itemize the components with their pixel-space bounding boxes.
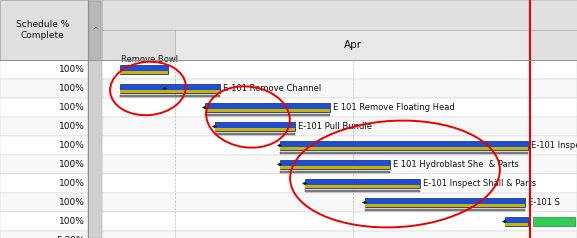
Text: E-101 Pull Bundle: E-101 Pull Bundle bbox=[298, 122, 372, 131]
Text: E-101 Remove Channel: E-101 Remove Channel bbox=[223, 84, 321, 93]
Bar bbox=[215, 122, 295, 131]
Bar bbox=[0, 212, 88, 231]
Bar bbox=[0, 79, 88, 98]
Bar bbox=[0, 231, 88, 238]
Bar bbox=[365, 208, 525, 211]
Text: 100%: 100% bbox=[59, 122, 85, 131]
Bar bbox=[0, 60, 88, 79]
Bar bbox=[305, 179, 420, 188]
Bar bbox=[102, 60, 577, 79]
Bar bbox=[0, 117, 88, 136]
Bar bbox=[102, 193, 577, 212]
Bar bbox=[215, 128, 295, 131]
Bar bbox=[280, 166, 390, 169]
Bar bbox=[102, 117, 577, 136]
Bar bbox=[505, 223, 528, 226]
Text: E-101 Inspec: E-101 Inspec bbox=[531, 141, 577, 150]
Bar bbox=[175, 30, 530, 60]
Text: 100%: 100% bbox=[59, 103, 85, 112]
Bar bbox=[280, 152, 528, 154]
Text: 100%: 100% bbox=[59, 65, 85, 74]
Bar bbox=[89, 1, 101, 59]
Bar bbox=[280, 147, 528, 150]
Bar bbox=[120, 71, 168, 74]
Bar bbox=[120, 84, 220, 93]
Text: 100%: 100% bbox=[59, 141, 85, 150]
Text: 100%: 100% bbox=[59, 198, 85, 207]
Bar bbox=[205, 103, 330, 112]
Bar bbox=[102, 174, 577, 193]
Bar bbox=[280, 160, 390, 169]
Bar bbox=[305, 189, 420, 192]
Text: 5.29%: 5.29% bbox=[57, 236, 85, 238]
Bar bbox=[0, 155, 88, 174]
Bar bbox=[120, 65, 168, 74]
Text: 100%: 100% bbox=[59, 179, 85, 188]
Text: E-101 S: E-101 S bbox=[528, 198, 560, 207]
Bar bbox=[102, 212, 577, 231]
Bar bbox=[102, 79, 577, 98]
Bar bbox=[205, 114, 330, 116]
Bar bbox=[102, 0, 577, 30]
Bar bbox=[530, 30, 577, 60]
Bar bbox=[102, 136, 577, 155]
Bar bbox=[533, 217, 575, 226]
Text: ^: ^ bbox=[92, 27, 98, 33]
Bar bbox=[102, 98, 577, 117]
Bar bbox=[0, 174, 88, 193]
Bar bbox=[88, 0, 102, 238]
Bar bbox=[305, 185, 420, 188]
Bar bbox=[0, 193, 88, 212]
Bar bbox=[280, 141, 528, 150]
Text: Schedule %
Complete: Schedule % Complete bbox=[16, 20, 69, 40]
Bar bbox=[365, 198, 525, 207]
Bar bbox=[0, 0, 88, 60]
Text: E 101 Remove Floating Head: E 101 Remove Floating Head bbox=[333, 103, 455, 112]
Bar bbox=[215, 133, 295, 135]
Bar bbox=[102, 30, 175, 60]
Text: 100%: 100% bbox=[59, 84, 85, 93]
Bar bbox=[505, 217, 528, 226]
Bar bbox=[102, 231, 577, 238]
Bar bbox=[102, 155, 577, 174]
Text: E-101 Inspect Shàll & Parts: E-101 Inspect Shàll & Parts bbox=[423, 179, 536, 188]
Text: E 101 Hydroblast She  & Parts: E 101 Hydroblast She & Parts bbox=[393, 160, 519, 169]
Bar bbox=[0, 98, 88, 117]
Bar bbox=[205, 109, 330, 112]
Bar bbox=[280, 171, 390, 173]
Bar bbox=[120, 90, 220, 93]
Text: Apr: Apr bbox=[343, 40, 362, 50]
Bar bbox=[120, 94, 220, 97]
Text: Remove Bowl: Remove Bowl bbox=[121, 55, 178, 64]
Bar bbox=[365, 204, 525, 207]
Bar bbox=[0, 136, 88, 155]
Text: 100%: 100% bbox=[59, 217, 85, 226]
Text: 100%: 100% bbox=[59, 160, 85, 169]
